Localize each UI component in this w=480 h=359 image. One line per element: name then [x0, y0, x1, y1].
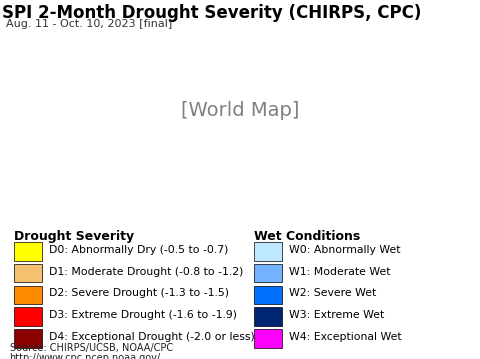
- Bar: [14, 264, 42, 283]
- Bar: [14, 242, 42, 261]
- Text: [World Map]: [World Map]: [181, 101, 299, 120]
- Text: Aug. 11 - Oct. 10, 2023 [final]: Aug. 11 - Oct. 10, 2023 [final]: [6, 19, 172, 29]
- Text: W3: Extreme Wet: W3: Extreme Wet: [289, 310, 384, 320]
- Text: D2: Severe Drought (-1.3 to -1.5): D2: Severe Drought (-1.3 to -1.5): [49, 289, 229, 298]
- Text: W1: Moderate Wet: W1: Moderate Wet: [289, 267, 391, 277]
- Text: W0: Abnormally Wet: W0: Abnormally Wet: [289, 245, 401, 255]
- Bar: [14, 285, 42, 304]
- Text: D0: Abnormally Dry (-0.5 to -0.7): D0: Abnormally Dry (-0.5 to -0.7): [49, 245, 229, 255]
- Bar: [14, 307, 42, 326]
- Text: W4: Exceptional Wet: W4: Exceptional Wet: [289, 332, 402, 342]
- Text: D4: Exceptional Drought (-2.0 or less): D4: Exceptional Drought (-2.0 or less): [49, 332, 255, 342]
- Text: SPI 2-Month Drought Severity (CHIRPS, CPC): SPI 2-Month Drought Severity (CHIRPS, CP…: [2, 4, 422, 22]
- Bar: [254, 285, 282, 304]
- Text: Wet Conditions: Wet Conditions: [254, 230, 360, 243]
- Text: W2: Severe Wet: W2: Severe Wet: [289, 289, 377, 298]
- Text: D1: Moderate Drought (-0.8 to -1.2): D1: Moderate Drought (-0.8 to -1.2): [49, 267, 244, 277]
- Bar: [254, 307, 282, 326]
- Text: D3: Extreme Drought (-1.6 to -1.9): D3: Extreme Drought (-1.6 to -1.9): [49, 310, 238, 320]
- Bar: [254, 242, 282, 261]
- Text: http://www.cpc.ncep.noaa.gov/: http://www.cpc.ncep.noaa.gov/: [10, 354, 161, 359]
- Bar: [254, 264, 282, 283]
- Text: Drought Severity: Drought Severity: [14, 230, 134, 243]
- Bar: [254, 329, 282, 348]
- Text: Source: CHIRPS/UCSB, NOAA/CPC: Source: CHIRPS/UCSB, NOAA/CPC: [10, 343, 173, 353]
- Bar: [14, 329, 42, 348]
